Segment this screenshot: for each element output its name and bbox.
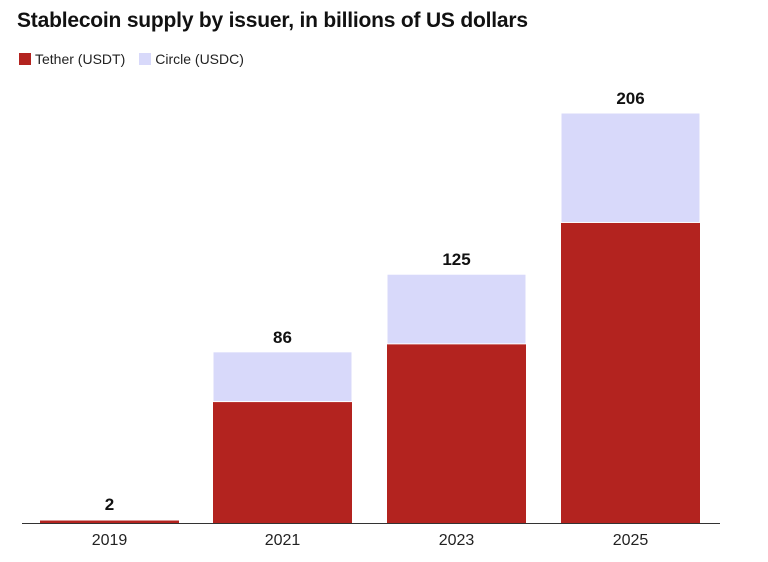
x-tick-label-2023: 2023 (439, 532, 475, 549)
x-tick-label-2019: 2019 (92, 532, 128, 549)
bar-tether-2023 (387, 343, 526, 523)
legend-label-tether: Tether (USDT) (35, 51, 126, 67)
bar-circle-2019 (39, 518, 180, 521)
x-tick-label-2021: 2021 (265, 532, 301, 549)
total-label-2019: 2 (105, 495, 114, 514)
legend: Tether (USDT) Circle (USDC) (19, 51, 258, 67)
bar-tether-2019 (40, 520, 179, 523)
legend-label-circle: Circle (USDC) (155, 51, 244, 67)
legend-item-tether: Tether (USDT) (19, 51, 125, 67)
total-label-2021: 86 (273, 328, 292, 347)
bar-tether-2025 (561, 222, 700, 524)
chart-title: Stablecoin supply by issuer, in billions… (17, 9, 528, 32)
total-label-2023: 125 (442, 250, 470, 269)
legend-swatch-tether (19, 53, 31, 65)
bar-circle-2025 (560, 112, 701, 223)
x-tick-label-2025: 2025 (613, 532, 649, 549)
bar-tether-2021 (213, 401, 352, 523)
legend-swatch-circle (139, 53, 152, 65)
legend-item-circle: Circle (USDC) (139, 51, 244, 67)
bar-circle-2023 (386, 273, 527, 345)
bar-circle-2021 (212, 351, 353, 403)
total-label-2025: 206 (616, 89, 644, 108)
